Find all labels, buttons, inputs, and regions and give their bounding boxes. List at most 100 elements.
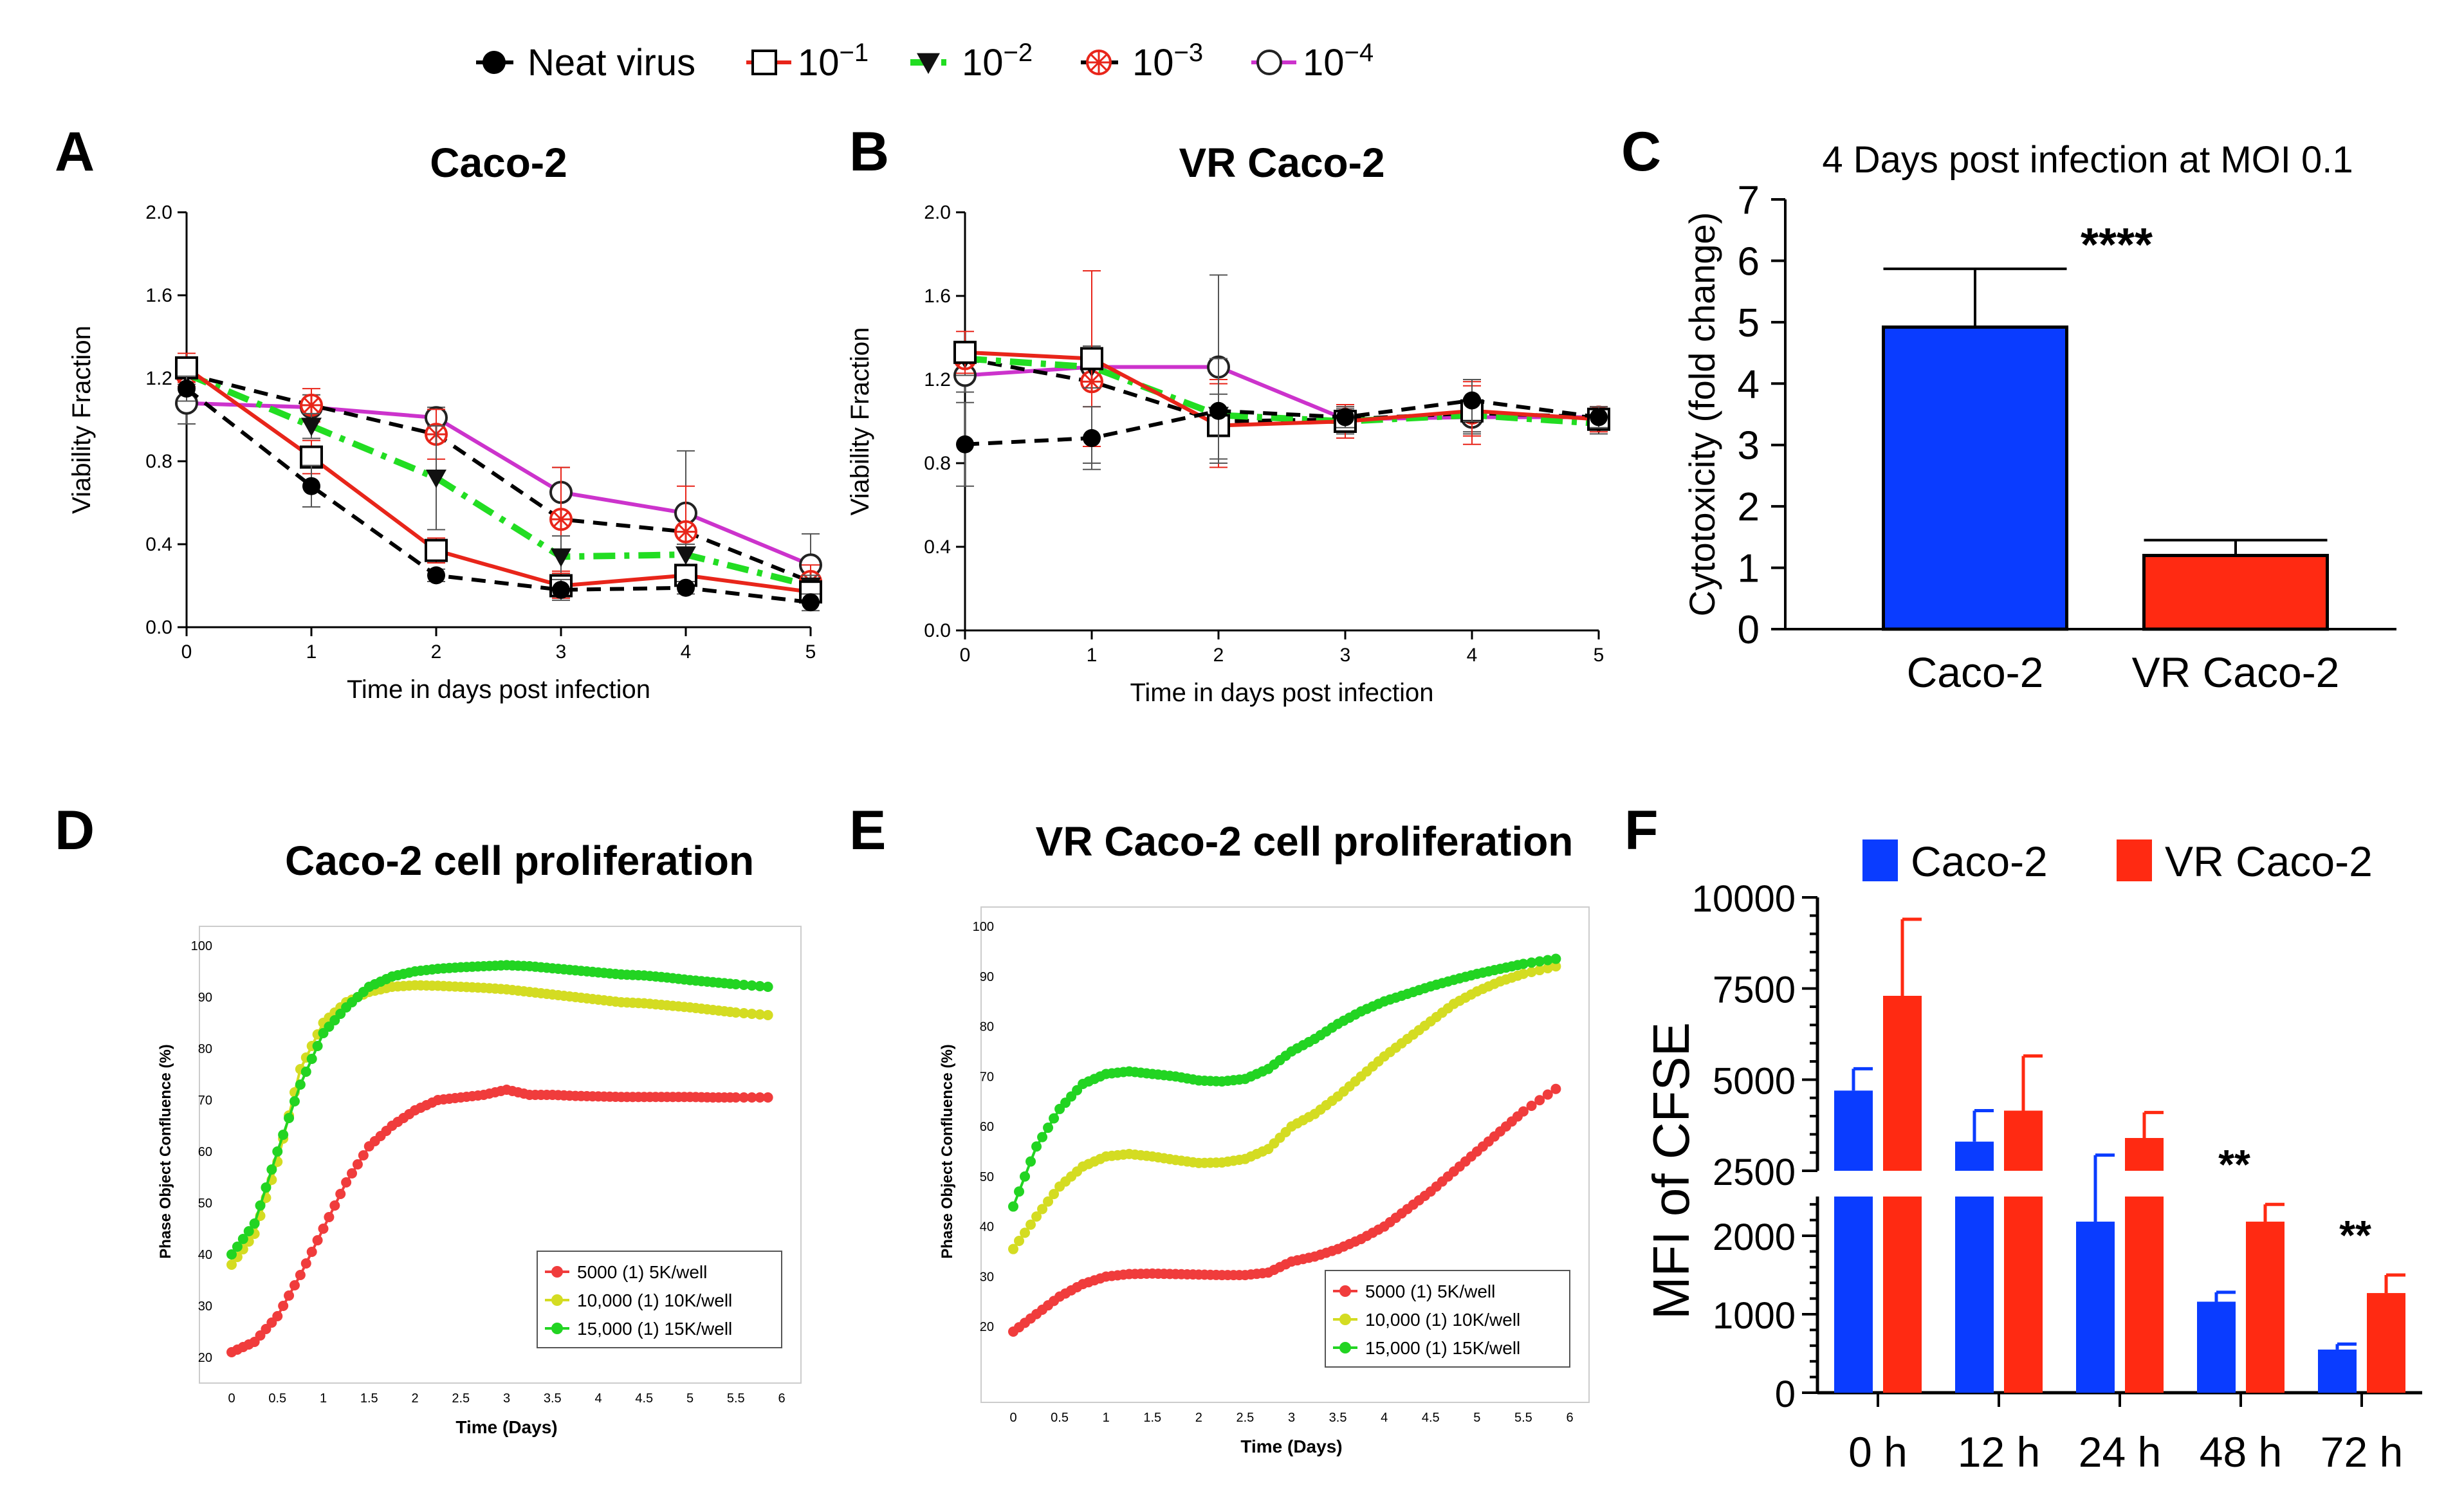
data-point: [300, 393, 323, 417]
y-tick-label: 0.8: [924, 453, 951, 474]
y-tick-label: 1000: [1713, 1295, 1796, 1337]
data-point: [1550, 1083, 1561, 1094]
y-tick-label: 2: [1738, 485, 1760, 529]
y-tick-label: 1.2: [145, 368, 172, 389]
x-tick-label: 5.5: [1514, 1411, 1532, 1425]
y-axis-label: Phase Object Confluence (%): [157, 1044, 174, 1258]
series-line-3: [186, 372, 812, 583]
data-point: [232, 1242, 243, 1252]
panel-letter-d: D: [55, 800, 95, 861]
data-point: [739, 1008, 749, 1018]
plot-frame: [980, 906, 1590, 1403]
y-tick-label: 70: [198, 1094, 212, 1108]
x-tick-label: 4: [1381, 1411, 1388, 1425]
legend-marker: [1339, 1342, 1351, 1353]
chart-title: VR Caco-2 cell proliferation: [1036, 818, 1574, 865]
y-tick-label: 2000: [1713, 1216, 1796, 1258]
y-tick-label: 1: [1738, 547, 1760, 591]
bar-lower: [1955, 1197, 1994, 1393]
y-tick-label: 60: [980, 1120, 994, 1134]
data-point: [1463, 391, 1481, 410]
data-point: [1043, 1123, 1054, 1133]
x-tick-label: 4.5: [1422, 1411, 1440, 1425]
x-tick-label: 3: [1340, 645, 1351, 666]
category-label: 48 h: [2200, 1428, 2282, 1476]
x-tick-label: 4: [594, 1391, 602, 1406]
series-line-0: [964, 398, 1599, 446]
data-point: [358, 1150, 369, 1160]
y-tick-label: 50: [980, 1170, 994, 1184]
x-axis-label: Time in days post infection: [1130, 679, 1433, 707]
data-point: [746, 1092, 757, 1103]
legend-marker: [551, 1294, 563, 1306]
data-point: [677, 578, 695, 597]
y-tick-label: 6: [1738, 239, 1760, 284]
legend-label-3: 10−3: [1132, 39, 1203, 84]
y-tick-label: 5: [1738, 301, 1760, 345]
legend-label: 5000 (1) 5K/well: [577, 1262, 707, 1282]
legend-marker: [1339, 1285, 1351, 1297]
plot-frame: [199, 926, 802, 1384]
data-point: [226, 1260, 237, 1270]
data-point: [302, 477, 320, 495]
series-line-2: [964, 355, 1599, 427]
x-tick-label: 6: [778, 1391, 785, 1406]
data-point: [289, 1096, 300, 1106]
bar-lower: [2125, 1197, 2164, 1393]
panel-a-chart: Caco-2 0.0 0.4 0.8 1.2 1.6 2.0 0 1 2 3 4 5 Time in da…: [68, 140, 822, 704]
data-point: [278, 1301, 289, 1311]
legend-label-1: 10−1: [798, 39, 869, 84]
legend-box: [1325, 1270, 1570, 1368]
y-axis-label: Viability Fraction: [846, 327, 874, 516]
data-point: [1534, 956, 1545, 967]
y-tick-label: 100: [191, 939, 212, 953]
legend-label: 10,000 (1) 10K/well: [1365, 1310, 1520, 1330]
panel-f-chart: Caco-2 VR Caco-2 2500 5000 7500 10000 0 1000 200…: [1642, 838, 2422, 1476]
y-axis-label: Cytotoxicity (fold change): [1682, 212, 1722, 617]
data-point: [1008, 1243, 1018, 1254]
series-line-1: [230, 984, 768, 1266]
data-point: [730, 1092, 741, 1103]
data-point: [306, 1247, 317, 1257]
data-point: [1014, 1186, 1025, 1197]
legend-exp-4: −4: [1345, 39, 1374, 67]
data-point: [1542, 955, 1553, 966]
data-point: [1542, 1089, 1553, 1100]
data-point: [427, 566, 445, 585]
y-tick-label: 0.8: [145, 451, 172, 472]
x-tick-label: 3: [503, 1391, 510, 1406]
data-point: [272, 1146, 283, 1157]
data-point: [300, 1258, 311, 1269]
data-point: [551, 548, 571, 567]
y-tick-label: 1.2: [924, 369, 951, 390]
data-point: [261, 1182, 271, 1193]
data-point: [755, 981, 766, 991]
data-point: [243, 1226, 254, 1236]
data-point: [755, 1009, 766, 1020]
data-point: [1526, 966, 1537, 977]
x-tick-label: 0: [1009, 1411, 1016, 1425]
data-point: [953, 340, 977, 364]
x-tick-label: 2: [1213, 645, 1224, 666]
y-tick-label: 1.6: [145, 285, 172, 306]
legend-swatch: [1862, 839, 1898, 881]
data-point: [1526, 1101, 1537, 1112]
data-point: [1020, 1227, 1031, 1238]
data-point: [730, 979, 741, 989]
legend-label: Caco-2: [1911, 838, 2048, 885]
data-point: [762, 1010, 773, 1020]
data-point: [739, 980, 749, 990]
significance-annotation: **: [2339, 1212, 2371, 1258]
category-label: Caco-2: [1907, 648, 2044, 696]
significance-annotation: ****: [2081, 219, 2153, 271]
data-point: [762, 982, 773, 992]
bar-lower: [2004, 1197, 2043, 1393]
data-point: [1083, 429, 1101, 447]
y-tick-label: 0.0: [145, 617, 172, 638]
chart-title: 4 Days post infection at MOI 0.1: [1822, 139, 2353, 181]
x-tick-label: 2: [431, 641, 442, 663]
legend-marker: [551, 1323, 563, 1334]
legend-marker-3: [1086, 50, 1112, 75]
bar-caco-2: [1882, 325, 2068, 631]
panel-letter-e: E: [849, 800, 886, 861]
